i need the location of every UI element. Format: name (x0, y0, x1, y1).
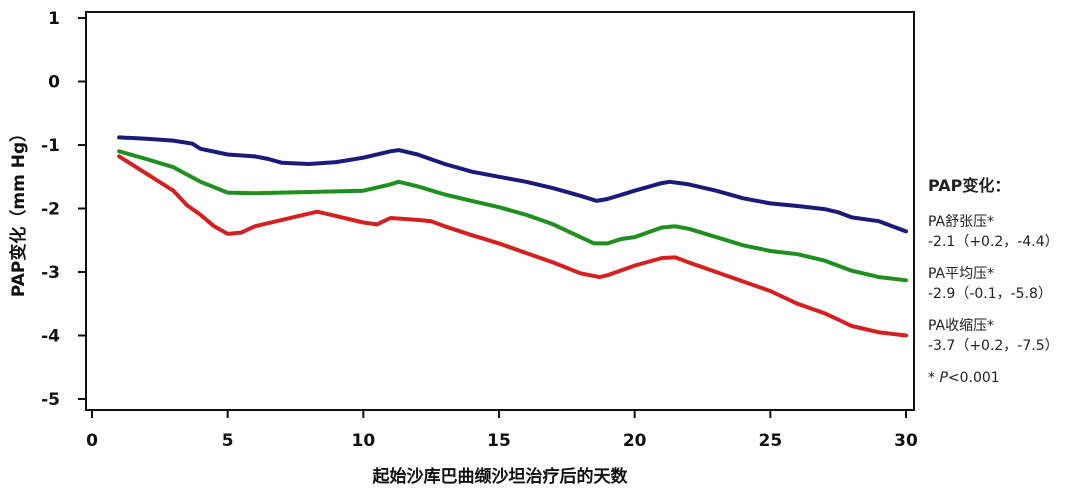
x-tick-label-1: 5 (222, 431, 234, 451)
y-tick-label-0: 1 (48, 9, 60, 29)
legend-entry-diastolic: PA舒张压* -2.1（+0.2，-4.4） (928, 212, 1078, 252)
x-axis-ticks: 0 5 10 15 20 25 30 (86, 410, 918, 451)
legend-entry-systolic: PA收缩压* -3.7（+0.2，-7.5） (928, 316, 1078, 356)
x-tick-label-6: 30 (894, 431, 918, 451)
legend: PAP变化： PA舒张压* -2.1（+0.2，-4.4） PA平均压* -2.… (928, 176, 1078, 388)
legend-title: PAP变化： (928, 176, 1011, 195)
legend-stat-mean: -2.9（-0.1，-5.8） (928, 286, 1052, 302)
footnote-p: P (939, 370, 948, 386)
x-tick-label-5: 25 (758, 431, 782, 451)
series-layer (117, 135, 908, 338)
x-tick-label-2: 10 (351, 431, 375, 451)
legend-label-mean: PA平均压* (928, 266, 995, 282)
legend-stat-systolic: -3.7（+0.2，-7.5） (928, 338, 1059, 354)
legend-entry-mean: PA平均压* -2.9（-0.1，-5.8） (928, 264, 1078, 304)
series-line-diastolic (117, 135, 908, 234)
y-axis-ticks: 1 0 -1 -2 -3 -4 -5 (41, 9, 86, 410)
x-tick-label-0: 0 (86, 431, 98, 451)
legend-footnote: * P<0.001 (928, 368, 1078, 388)
legend-label-systolic: PA收缩压* (928, 318, 995, 334)
x-tick-label-3: 15 (487, 431, 511, 451)
y-axis-title: PAP变化（mm Hg） (8, 125, 29, 297)
series-line-mean (117, 149, 908, 283)
legend-label-diastolic: PA舒张压* (928, 214, 995, 230)
series-line-systolic (117, 154, 908, 338)
legend-stat-diastolic: -2.1（+0.2，-4.4） (928, 234, 1059, 250)
y-tick-label-6: -5 (41, 390, 60, 410)
x-axis-title: 起始沙库巴曲缬沙坦治疗后的天数 (372, 466, 629, 487)
y-tick-label-2: -1 (41, 136, 60, 156)
y-tick-label-3: -2 (41, 200, 60, 220)
footnote-value: <0.001 (947, 370, 1000, 386)
footnote-prefix: * (928, 370, 940, 386)
y-tick-label-1: 0 (48, 73, 60, 93)
x-tick-label-4: 20 (623, 431, 647, 451)
y-tick-label-5: -4 (41, 327, 60, 347)
plot-area-frame (85, 11, 915, 411)
y-tick-label-4: -3 (41, 263, 60, 283)
